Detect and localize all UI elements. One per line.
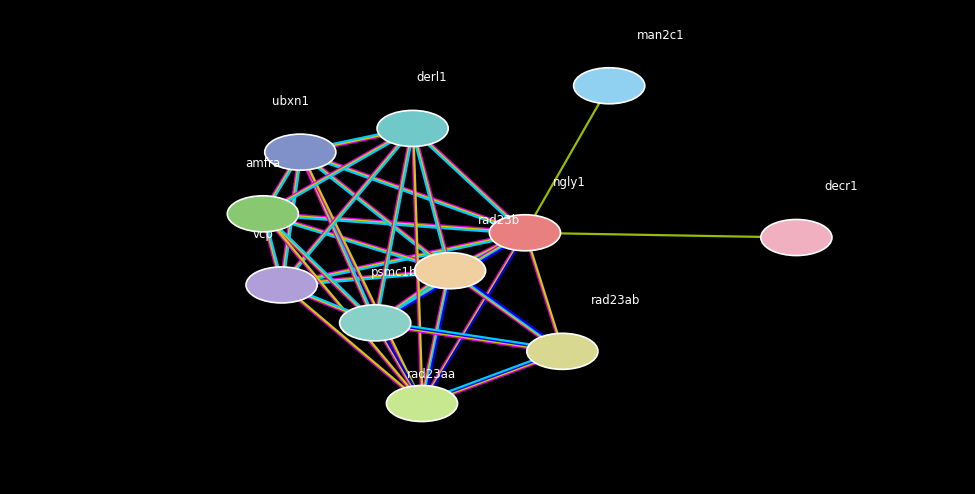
Text: amfra: amfra bbox=[246, 157, 281, 170]
Text: decr1: decr1 bbox=[825, 180, 858, 194]
Text: derl1: derl1 bbox=[416, 71, 447, 84]
Circle shape bbox=[227, 196, 298, 232]
Text: psmc1b: psmc1b bbox=[370, 266, 417, 279]
Circle shape bbox=[246, 267, 317, 303]
Circle shape bbox=[386, 385, 457, 421]
Text: vcp: vcp bbox=[253, 228, 273, 241]
Circle shape bbox=[760, 219, 832, 255]
Circle shape bbox=[377, 111, 448, 146]
Text: ngly1: ngly1 bbox=[553, 176, 586, 189]
Text: man2c1: man2c1 bbox=[638, 29, 684, 41]
Circle shape bbox=[489, 215, 561, 251]
Circle shape bbox=[265, 134, 335, 170]
Text: rad23ab: rad23ab bbox=[591, 294, 640, 307]
Text: rad23aa: rad23aa bbox=[407, 368, 456, 381]
Circle shape bbox=[573, 68, 644, 104]
Circle shape bbox=[526, 333, 598, 370]
Text: ubxn1: ubxn1 bbox=[272, 95, 309, 108]
Circle shape bbox=[414, 253, 486, 288]
Circle shape bbox=[339, 305, 410, 341]
Text: rad23b: rad23b bbox=[478, 213, 521, 227]
